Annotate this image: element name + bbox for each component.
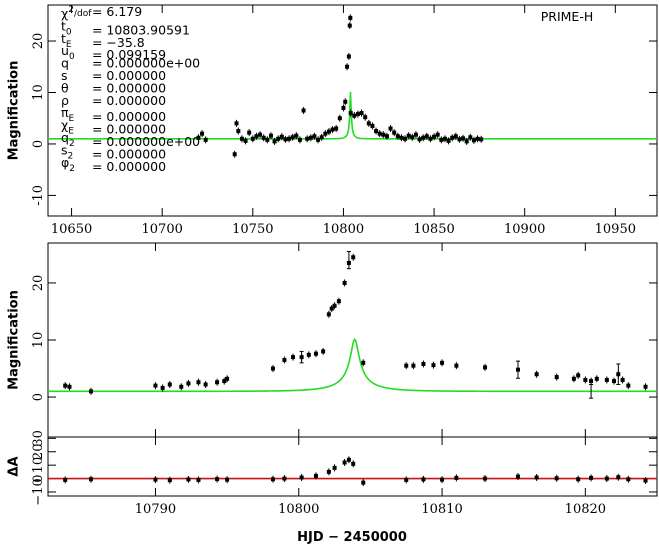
model-curve bbox=[48, 92, 657, 140]
y-tick-label: 10 bbox=[31, 84, 46, 101]
plot-frame bbox=[47, 436, 658, 497]
parameter-value: = 0.000000 bbox=[88, 109, 166, 124]
parameter-value: = 0.000000 bbox=[88, 146, 166, 161]
parameter-value: = 0.000000 bbox=[88, 93, 166, 108]
y-tick-label: 0 bbox=[31, 393, 46, 401]
x-tick-label: 10650 bbox=[51, 222, 92, 237]
parameter-value: = 10803.90591 bbox=[88, 22, 190, 37]
parameter-value: = 0.000000 bbox=[88, 80, 166, 95]
x-axis-label: HJD − 2450000 bbox=[297, 530, 407, 545]
model-parameter: s2 = 0.000000 bbox=[61, 142, 166, 161]
model-parameter: q = 0.000000e+00 bbox=[61, 56, 200, 71]
y-axis-label: Magnification bbox=[7, 290, 22, 390]
y-tick-label: 30 bbox=[31, 430, 46, 447]
x-tick-label: 10800 bbox=[323, 222, 364, 237]
y-tick-label: 10 bbox=[31, 457, 46, 474]
parameter-value: = 0.000000 bbox=[88, 159, 166, 174]
model-parameter: t0 = 10803.90591 bbox=[61, 18, 190, 37]
top-panel: 10650 10700 10750 10800 10850 10900 10950 -10 0 1… bbox=[7, 4, 658, 237]
x-tick-label: 10900 bbox=[504, 222, 545, 237]
parameter-value: = 0.000000 bbox=[88, 68, 166, 83]
x-tick-label: 10850 bbox=[413, 222, 454, 237]
middle-panel: 0 10 20 Magnification bbox=[7, 242, 658, 438]
model-parameter: ρ = 0.000000 bbox=[61, 93, 166, 108]
y-tick-label: 20 bbox=[31, 33, 46, 50]
parameter-value: = 0.099159 bbox=[88, 47, 166, 62]
y-tick-label: 0 bbox=[31, 140, 46, 148]
plot-frame bbox=[47, 4, 658, 217]
y-tick-label: 20 bbox=[31, 275, 46, 292]
model-parameter: tE = −35.8 bbox=[61, 31, 145, 50]
axis-labels: HJD − 2450000 bbox=[297, 530, 407, 545]
x-tick-label: 10950 bbox=[595, 222, 636, 237]
model-parameter: θ = 0.000000 bbox=[61, 80, 166, 95]
model-parameter: χE = 0.000000 bbox=[61, 118, 166, 137]
model-parameter: φ2 = 0.000000 bbox=[61, 155, 166, 174]
x-tick-label: 10820 bbox=[565, 502, 606, 517]
y-tick-label: −10 bbox=[31, 478, 46, 505]
y-tick-label: -10 bbox=[31, 185, 46, 206]
x-tick-label: 10790 bbox=[135, 502, 176, 517]
model-parameter: χ2/dof = 6.179 bbox=[61, 4, 142, 21]
x-tick-label: 10700 bbox=[142, 222, 183, 237]
y-tick-label: 10 bbox=[31, 332, 46, 349]
model-curve bbox=[48, 338, 657, 393]
y-axis-label: Magnification bbox=[7, 61, 22, 161]
plot-frame bbox=[47, 242, 658, 438]
x-tick-label: 10810 bbox=[421, 502, 462, 517]
parameter-value: = 0.000000e+00 bbox=[88, 134, 200, 149]
y-tick-label: 20 bbox=[31, 443, 46, 460]
x-tick-label: 10800 bbox=[278, 502, 319, 517]
parameter-value: = 0.000000 bbox=[88, 122, 166, 137]
parameter-value: = −35.8 bbox=[88, 35, 145, 50]
model-parameter: u0 = 0.099159 bbox=[61, 43, 166, 62]
chart-title: PRIME-H bbox=[541, 9, 594, 24]
model-parameter: πE = 0.000000 bbox=[61, 105, 166, 124]
model-parameter: q2 = 0.000000e+00 bbox=[61, 130, 200, 149]
parameter-value: = 6.179 bbox=[88, 4, 142, 19]
x-tick-label: 10750 bbox=[232, 222, 273, 237]
y-tick-label: 0 bbox=[31, 474, 46, 482]
parameter-value: = 0.000000e+00 bbox=[88, 56, 200, 71]
model-parameter: s = 0.000000 bbox=[61, 68, 166, 83]
y-axis-label: ΔA bbox=[7, 456, 22, 476]
